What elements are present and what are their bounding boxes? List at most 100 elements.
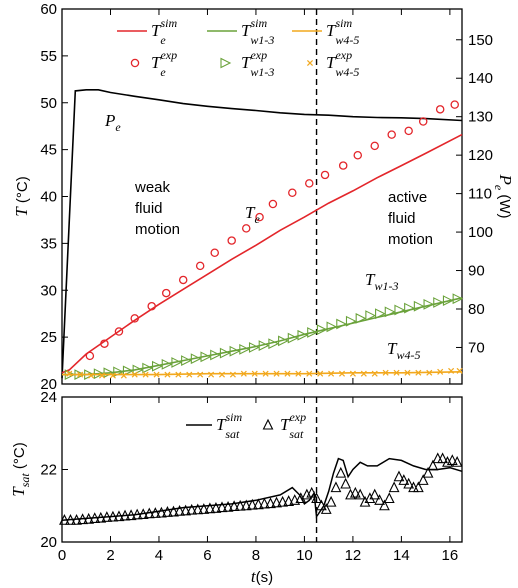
Tsat_exp-markers (59, 452, 463, 525)
legend-label-sup: sim (250, 16, 267, 30)
Tw13_exp-point (355, 312, 367, 324)
Te_exp-point (114, 327, 124, 336)
y-tick-label: 25 (40, 329, 57, 346)
legend-label-sub: sat (289, 427, 304, 441)
Tw45_exp-point (131, 371, 138, 378)
Tsat_exp-point (349, 486, 361, 498)
Tw45_exp-point (360, 370, 367, 377)
Tsat_exp-point (271, 496, 282, 508)
legend-marker-swatch (220, 57, 232, 69)
Tw45_exp-point (371, 370, 378, 377)
Te_sim-line (61, 133, 463, 374)
y-tick-label: 24 (40, 389, 57, 406)
Tw13_exp-point (210, 349, 221, 361)
Tw45_exp-point (404, 369, 411, 376)
Tsat_exp-point (198, 503, 210, 514)
Tw45_exp-point (120, 372, 127, 379)
Tw45_exp-point (295, 370, 302, 377)
Te_exp-point (210, 248, 219, 257)
legend-marker-swatch (306, 59, 314, 67)
Tw45_exp-point (175, 371, 182, 378)
legend-label: Texp w1-3 (241, 48, 274, 79)
Tsat_exp-point (246, 498, 258, 510)
Te_exp-point (268, 199, 278, 209)
Tw13_exp-point (219, 347, 231, 359)
legend-marker-swatch (130, 58, 140, 68)
Tw45_exp-point (153, 371, 160, 378)
Tsat_exp-point (119, 509, 131, 521)
Tsat_exp-point (180, 504, 192, 516)
Tw13_exp-point (452, 293, 464, 305)
Tw45_exp-point (77, 371, 84, 378)
Tsat_exp-point (204, 502, 216, 514)
te-label-main: T (245, 203, 256, 222)
Tsat_exp-point (240, 499, 252, 511)
Tw13_exp-point (384, 306, 396, 318)
legend-label-sup: sim (160, 16, 177, 30)
y-tick-label: 45 (40, 142, 57, 159)
y-tick-label: 55 (40, 48, 57, 65)
y-tick-label: 60 (40, 1, 57, 18)
y-axis-label: T (°C) (12, 176, 31, 216)
Tsat_exp-point (77, 513, 88, 525)
Te_exp-point (178, 275, 188, 285)
Tw13_exp-point (326, 321, 338, 333)
Te_exp-point (147, 301, 156, 311)
Tw13_exp-point (375, 308, 386, 320)
Tw45_exp-markers (66, 367, 463, 379)
legend-label-main: T (326, 21, 337, 40)
Te_exp-point (288, 188, 297, 197)
Tsat_exp-point (228, 500, 240, 512)
Tsat_exp-point (210, 502, 222, 513)
Tsat_exp-point (335, 466, 347, 478)
Tsat_exp-point (174, 504, 185, 516)
Tsat_exp-point (398, 474, 410, 485)
active-fluid-motion-text: motion (388, 231, 433, 248)
Tsat_exp-point (234, 499, 246, 511)
Tsat_exp-point (162, 506, 173, 517)
Tsat_exp-point (95, 511, 107, 523)
Tw45_exp-point (197, 371, 204, 378)
x-tick-label: 14 (393, 547, 410, 564)
Tsat_exp-point (101, 511, 113, 522)
x-tick-label: 0 (58, 547, 66, 564)
Tsat_exp-point (71, 514, 82, 525)
Tw13_exp-point (200, 351, 212, 363)
Tw45_exp-point (109, 372, 116, 379)
legend-label: Texp sat (280, 410, 306, 441)
Tsat_exp-point (359, 495, 371, 507)
Te_exp-point (305, 179, 314, 188)
legend: Tsim sat Texp sat (186, 410, 306, 441)
Tw45_exp-point (218, 371, 226, 378)
y-tick-label: 50 (40, 95, 57, 112)
Te_exp-point (320, 170, 330, 180)
y2-tick-label: 90 (468, 263, 485, 280)
y2-tick-label: 70 (468, 339, 485, 356)
y2-tick-label: 130 (468, 109, 493, 126)
Tsat_exp-point (325, 495, 337, 507)
Tw13_exp-point (181, 355, 192, 366)
Tsat_exp-point (354, 488, 366, 500)
Tsat_exp-point (131, 508, 143, 520)
Tsat_exp-point (265, 497, 276, 509)
Tw45_exp-point (437, 368, 444, 375)
y-tick-label: 40 (40, 189, 57, 206)
Tsat_exp-point (222, 500, 234, 512)
Tw13_exp-point (161, 358, 173, 370)
y2-tick-label: 80 (468, 301, 485, 318)
Tsat_exp-point (316, 499, 327, 511)
tw13-label-main: T (365, 270, 376, 289)
Tsat_exp-point (393, 470, 405, 482)
Tsat_exp-point (330, 481, 342, 493)
Tsat_exp-point (137, 508, 149, 520)
y2-axis-label-main: P (496, 173, 515, 184)
legend-label-main: T (241, 53, 252, 72)
Tsat_exp-point (437, 452, 448, 464)
Tsat_exp-point (277, 495, 288, 507)
x-axis-label: t(s) (251, 567, 273, 586)
pe-label: Pe (104, 111, 121, 134)
Tw13_exp-point (423, 298, 435, 310)
Tw45_exp-point (317, 370, 324, 377)
